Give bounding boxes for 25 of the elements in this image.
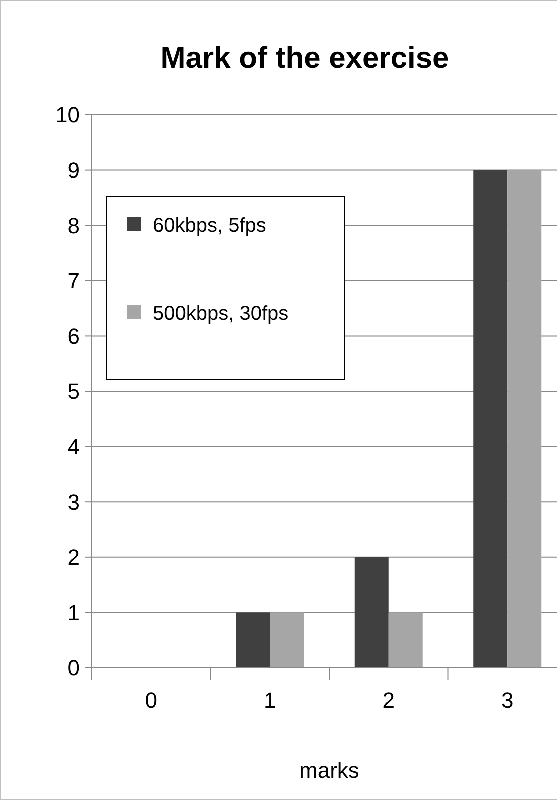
y-tick-label: 9: [68, 158, 80, 183]
y-tick-label: 10: [56, 102, 80, 128]
bar: [236, 612, 270, 668]
y-tick-label: 2: [68, 545, 80, 570]
chart-title: Mark of the exercise: [160, 42, 450, 75]
legend-label: 500kbps, 30fps: [153, 303, 289, 325]
y-tick-label: 5: [68, 379, 80, 404]
x-tick-label: 3: [502, 688, 514, 713]
y-tick-label: 7: [68, 268, 80, 294]
bar: [508, 170, 542, 668]
bar: [388, 612, 423, 668]
y-tick-label: 3: [68, 490, 80, 515]
legend-label: 60kbps, 5fps: [153, 215, 266, 237]
x-tick-label: 2: [382, 688, 395, 713]
x-axis-title: marks: [300, 758, 360, 783]
bar: [354, 557, 389, 668]
x-tick-label: 1: [264, 688, 276, 713]
y-tick-label: 0: [68, 656, 80, 681]
y-tick-label: 4: [68, 434, 80, 460]
y-tick-label: 6: [68, 324, 80, 349]
y-tick-label: 1: [68, 600, 80, 626]
y-tick-label: 8: [68, 213, 80, 238]
bar: [474, 170, 508, 668]
x-tick-label: 0: [145, 688, 158, 713]
bar: [270, 612, 304, 668]
